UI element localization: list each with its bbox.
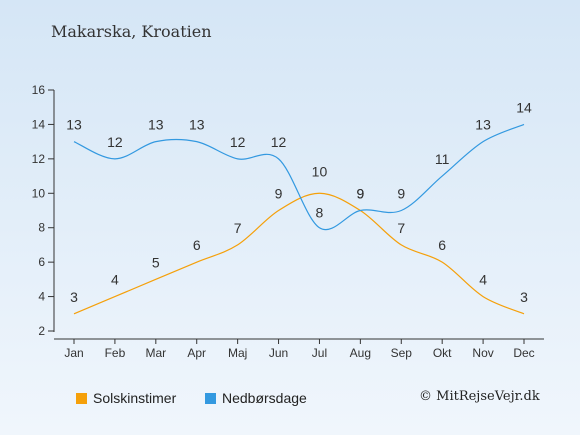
sunshine-value-label: 9 [275,186,283,202]
x-tick-label: Feb [105,346,126,360]
y-axis-ticks: 2 4 6 8 10 12 14 16 [32,83,54,338]
chart-title: Makarska, Kroatien [51,22,212,41]
rain-value-label: 9 [397,186,405,202]
legend-label-rain: Nedbørsdage [222,390,307,406]
legend-swatch-sunshine [76,392,87,404]
sunshine-value-label: 3 [520,289,528,305]
rain-line [73,123,525,231]
y-tick-label: 6 [38,255,45,269]
x-tick-label: Dec [513,346,534,360]
x-axis-ticks: Jan Feb Mar Apr Maj Jun Jul Aug Sep Okt Nov Dec [64,339,535,360]
y-tick-label: 16 [32,83,46,97]
rain-value-label: 13 [148,117,164,133]
y-tick-label: 8 [38,221,45,235]
rain-value-label: 9 [356,186,364,202]
rain-value-label: 14 [516,99,532,115]
rain-value-label: 12 [230,134,246,150]
rain-value-label: 8 [316,205,324,221]
copyright-text: © MitRejseVejr.dk [419,389,540,404]
sunshine-value-label: 5 [152,254,160,270]
sunshine-value-label: 9 [356,186,364,202]
sunshine-value-label: 6 [193,237,201,253]
sunshine-line [73,192,525,315]
rain-value-label: 13 [66,117,82,133]
legend-item-rain: Nedbørsdage [205,390,307,406]
legend-item-sunshine: Solskinstimer [76,390,176,406]
x-tick-label: Maj [228,346,247,360]
sunshine-value-label: 3 [70,289,78,305]
x-tick-label: Aug [350,346,371,360]
sunshine-value-label: 7 [234,220,242,236]
y-tick-label: 10 [32,186,46,200]
x-tick-label: Okt [433,346,452,360]
x-tick-label: Sep [391,346,413,360]
sunshine-value-label: 10 [312,163,328,179]
x-tick-label: Jan [64,346,83,360]
x-tick-label: Nov [472,346,493,360]
rain-value-label: 13 [475,117,491,133]
sunshine-value-label: 7 [397,220,405,236]
series-layer [73,123,525,315]
legend-swatch-rain [205,392,216,404]
y-tick-label: 14 [32,117,46,131]
rain-value-label: 12 [107,134,123,150]
x-tick-label: Jul [312,346,327,360]
y-tick-label: 2 [38,324,45,338]
rain-value-label: 11 [435,151,450,167]
rain-value-label: 12 [271,134,287,150]
rain-value-label: 13 [189,117,205,133]
sunshine-value-label: 4 [111,272,119,288]
x-tick-label: Mar [145,346,166,360]
x-tick-label: Jun [269,346,288,360]
x-tick-label: Apr [187,346,206,360]
y-tick-label: 12 [32,152,46,166]
sunshine-value-label: 4 [479,272,487,288]
legend-label-sunshine: Solskinstimer [93,390,177,406]
sunshine-value-label: 6 [438,237,446,253]
y-tick-label: 4 [38,290,45,304]
